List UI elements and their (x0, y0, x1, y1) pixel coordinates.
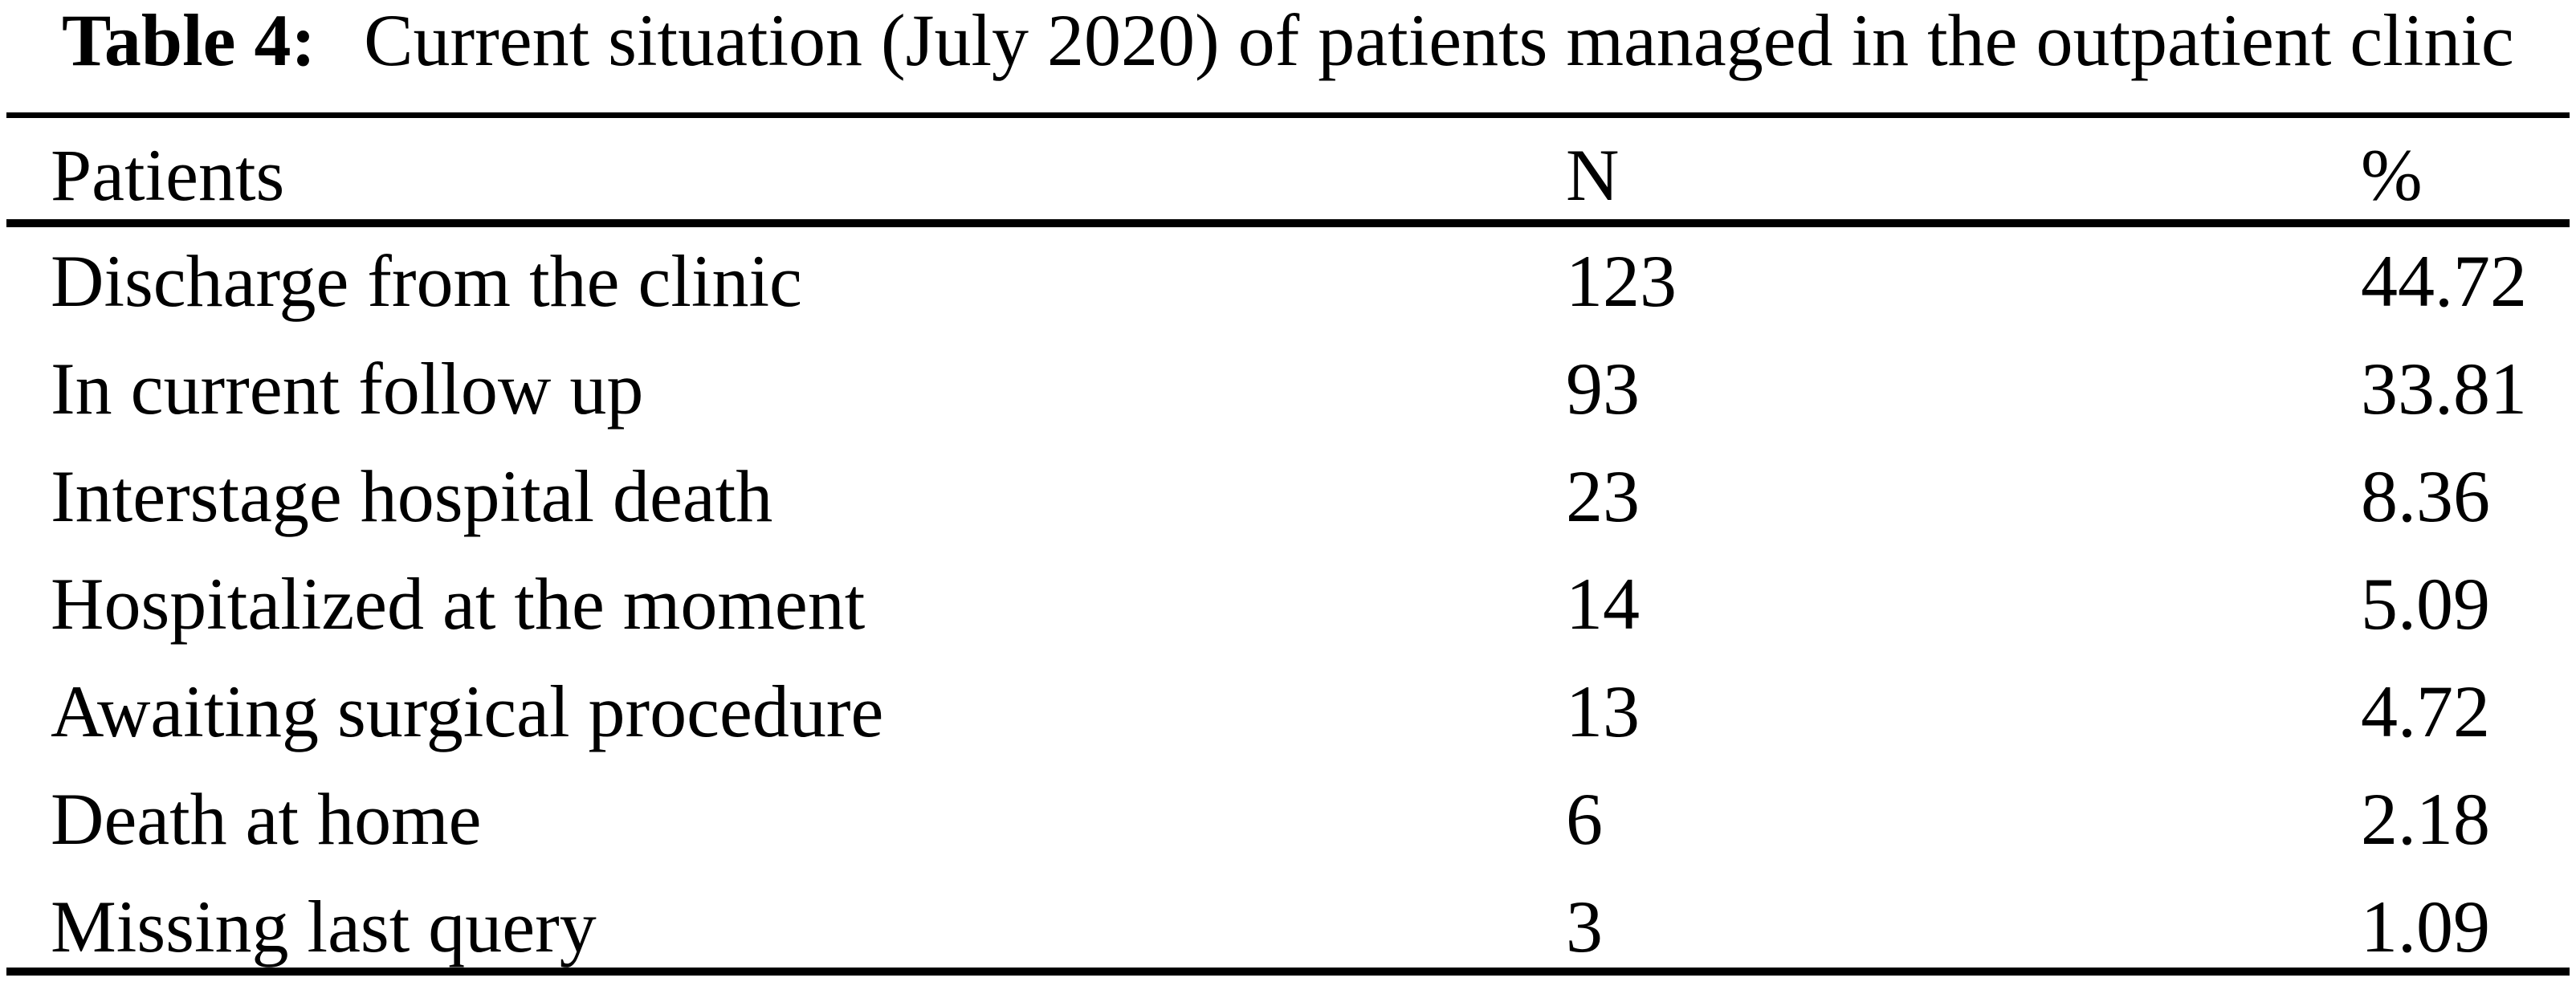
column-header-percent: % (2361, 134, 2423, 216)
row-n-value: 123 (1566, 240, 1677, 322)
table-header-row: Patients N % (0, 118, 2576, 226)
table-row: Missing last query 3 1.09 (0, 873, 2576, 980)
bottom-rule (6, 968, 2570, 976)
row-percent-value: 44.72 (2361, 240, 2527, 322)
table-row: Awaiting surgical procedure 13 4.72 (0, 658, 2576, 765)
table-row: Interstage hospital death 23 8.36 (0, 442, 2576, 550)
row-label: Death at home (51, 778, 482, 860)
row-label: Missing last query (51, 886, 597, 968)
row-percent-value: 8.36 (2361, 455, 2490, 537)
row-percent-value: 33.81 (2361, 348, 2527, 430)
table-row: Hospitalized at the moment 14 5.09 (0, 550, 2576, 658)
row-label: Interstage hospital death (51, 455, 773, 537)
top-rule (6, 112, 2570, 118)
table-caption: Table 4: Current situation (July 2020) of… (62, 0, 2514, 80)
row-percent-value: 4.72 (2361, 670, 2490, 752)
column-header-n: N (1566, 134, 1620, 216)
row-n-value: 13 (1566, 670, 1640, 752)
row-percent-value: 2.18 (2361, 778, 2490, 860)
row-label: In current follow up (51, 348, 644, 430)
row-percent-value: 5.09 (2361, 563, 2490, 645)
table-row: Discharge from the clinic 123 44.72 (0, 227, 2576, 335)
row-label: Awaiting surgical procedure (51, 670, 884, 752)
header-rule (6, 219, 2570, 227)
row-n-value: 23 (1566, 455, 1640, 537)
table-row: In current follow up 93 33.81 (0, 335, 2576, 442)
row-percent-value: 1.09 (2361, 886, 2490, 968)
row-label: Hospitalized at the moment (51, 563, 866, 645)
row-n-value: 3 (1566, 886, 1603, 968)
row-n-value: 14 (1566, 563, 1640, 645)
row-label: Discharge from the clinic (51, 240, 802, 322)
row-n-value: 6 (1566, 778, 1603, 860)
table-row: Death at home 6 2.18 (0, 765, 2576, 873)
table-body: Discharge from the clinic 123 44.72 In c… (0, 227, 2576, 980)
table-caption-number: Table 4: (62, 0, 316, 81)
column-header-patients: Patients (51, 134, 285, 216)
table-caption-text: Current situation (July 2020) of patient… (364, 0, 2514, 81)
row-n-value: 93 (1566, 348, 1640, 430)
